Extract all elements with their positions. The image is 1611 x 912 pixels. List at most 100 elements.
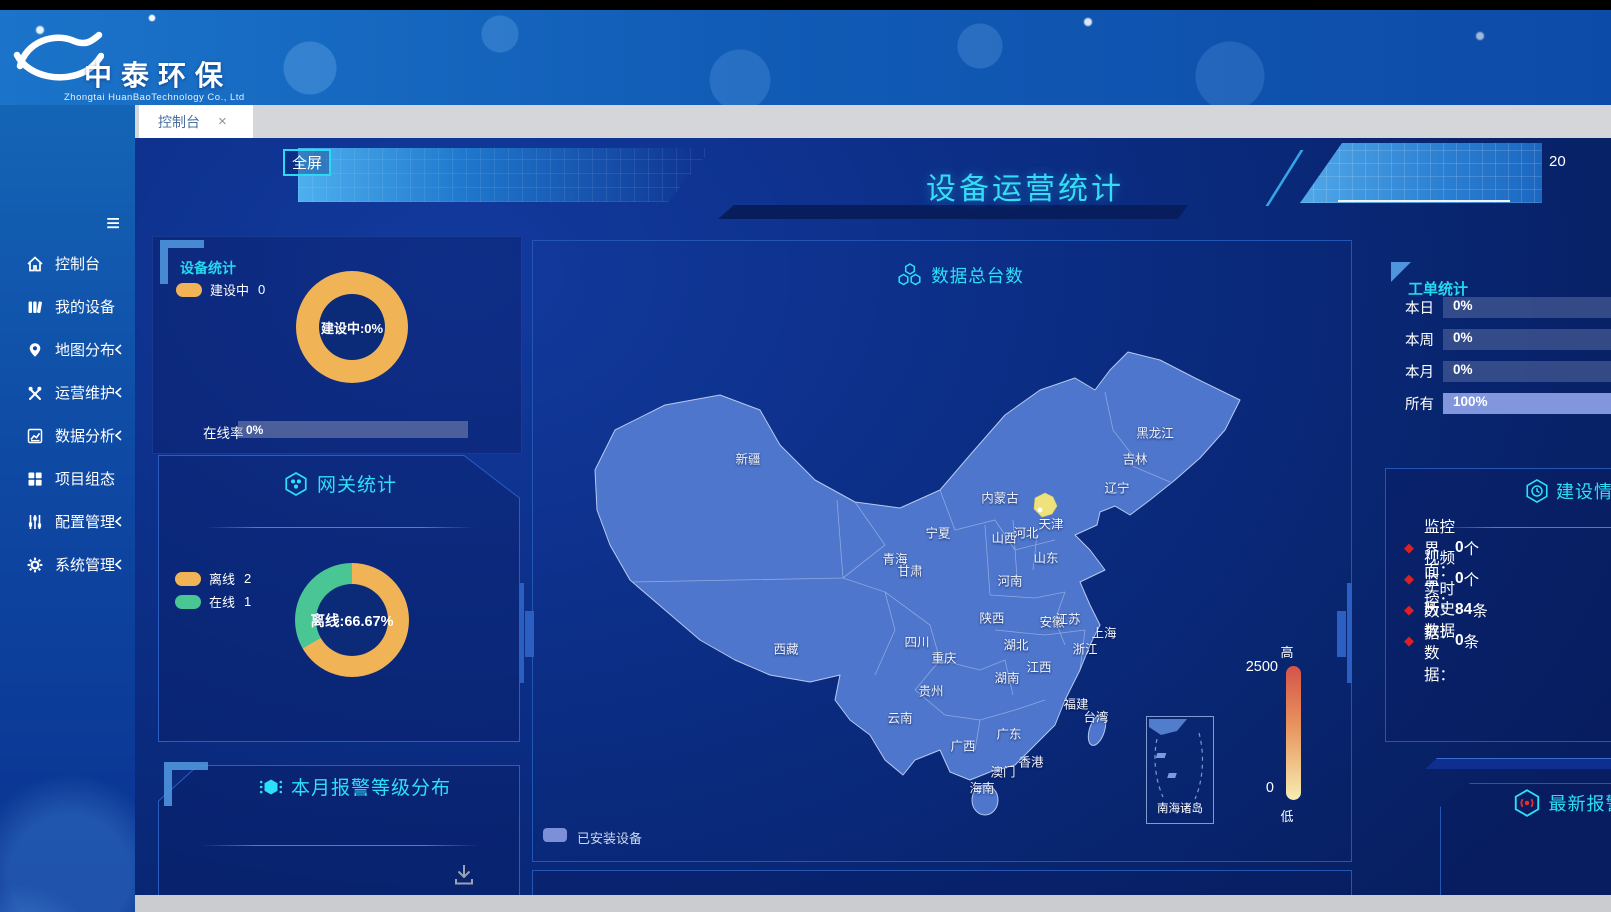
diamond-bullet-icon: ◆: [1404, 633, 1414, 648]
gateway-divider: [205, 527, 475, 528]
scale-min-value: 0: [1265, 780, 1274, 796]
alarm-dist-divider: [200, 845, 480, 846]
province-label: 浙江: [1072, 642, 1098, 657]
gateway-stats-header: 网关统计: [250, 470, 430, 497]
province-label: 澳门: [990, 765, 1016, 780]
device-donut-center-label: 建设中:0%: [320, 320, 384, 336]
province-label: 云南: [887, 711, 913, 726]
corner-bracket-decoration: [164, 762, 208, 806]
legend-item: 在线 1: [175, 593, 251, 610]
gear-icon: [27, 557, 43, 572]
map-panel-header: 数据总台数: [870, 262, 1050, 289]
banner-dark-band: [718, 205, 1188, 219]
province-label: 辽宁: [1104, 481, 1130, 496]
province-label: 山西: [991, 531, 1017, 546]
legend-value: 0: [258, 282, 266, 297]
horizontal-scrollbar[interactable]: [135, 895, 1611, 912]
sidebar-item-operations[interactable]: 运营维护: [0, 371, 135, 414]
province-label: 广东: [996, 727, 1022, 742]
brand-name: 中泰环保: [84, 61, 233, 92]
province-label: 天津: [1038, 517, 1064, 532]
construction-item: ◆ 监控界面： 0 个: [1404, 519, 1479, 580]
workorder-label: 本日: [1405, 301, 1434, 317]
top-black-strip: [0, 0, 1611, 10]
chevron-left-icon: [114, 430, 122, 441]
province-label: 河北: [1013, 526, 1039, 541]
gateway-donut: 离线:66.67%: [295, 563, 409, 677]
sidebar-item-label: 我的设备: [55, 299, 116, 316]
device-icon: [28, 300, 42, 313]
sidebar-item-project-config[interactable]: 项目组态: [0, 457, 135, 500]
fullscreen-button[interactable]: 全屏: [283, 149, 331, 176]
workorder-bar-track: 0%: [1443, 361, 1611, 382]
legend-swatch: [176, 282, 202, 297]
legend-swatch: [175, 594, 201, 609]
legend-item: 建设中 0: [176, 281, 265, 298]
south-sea-inset-map: [1149, 719, 1204, 800]
beijing-marker-dot: [1037, 507, 1043, 513]
province-label: 四川: [904, 635, 930, 650]
sidebar-item-label: 项目组态: [55, 471, 116, 488]
sidebar-item-system-management[interactable]: 系统管理: [0, 543, 135, 586]
province-label: 甘肃: [897, 564, 923, 579]
sidebar-item-data-analysis[interactable]: 数据分析: [0, 414, 135, 457]
workorder-percent: 0%: [1453, 362, 1473, 377]
workorder-percent: 100%: [1453, 394, 1488, 409]
construction-title: 建设情况: [1556, 482, 1611, 502]
sidebar-item-map-distribution[interactable]: 地图分布: [0, 328, 135, 371]
workorder-row: 所有 100%: [1405, 393, 1611, 414]
banner-left-decoration: [298, 148, 712, 202]
province-label: 安徽: [1039, 615, 1065, 630]
alarm-dist-header: 本月报警等级分布: [245, 773, 465, 800]
province-label: 重庆: [931, 651, 957, 666]
china-map: 新疆 西藏 青海 甘肃 内蒙古 宁夏 陕西 山西 河北 天津 山东 河: [585, 330, 1255, 830]
province-label: 湖北: [1003, 638, 1029, 653]
workorder-bar-track: 0%: [1443, 329, 1611, 350]
taiwan-island-shape: [1087, 714, 1107, 746]
province-label: 山东: [1033, 551, 1059, 566]
data-total-hexagons-icon: [898, 263, 921, 286]
scale-low-label: 低: [1280, 809, 1294, 824]
gateway-hexagon-icon: [285, 471, 307, 496]
diamond-bullet-icon: ◆: [1404, 602, 1414, 617]
construction-item-unit: 条: [1463, 634, 1480, 651]
app-header: 中泰环保 Zhongtai HuanBaoTechnology Co., Ltd: [0, 10, 1611, 105]
construction-item-label: 历史数据数据：: [1424, 601, 1456, 684]
construction-item: ◆ 视频监控： 0 个: [1404, 550, 1479, 611]
tab-label: 控制台: [158, 113, 200, 130]
workorders-title: 工单统计: [1408, 281, 1469, 298]
sidebar-menu: 控制台 我的设备 地图分布: [0, 242, 135, 586]
province-label: 宁夏: [925, 526, 951, 541]
diamond-bullet-icon: ◆: [1404, 571, 1414, 586]
chevron-left-icon: [114, 559, 122, 570]
hamburger-menu-icon[interactable]: ≡: [106, 210, 121, 237]
sidebar-item-console[interactable]: 控制台: [0, 242, 135, 285]
diamond-bullet-icon: ◆: [1404, 540, 1414, 555]
scale-high-label: 高: [1280, 645, 1294, 660]
china-mainland-shape: [594, 351, 1241, 781]
brand-subtitle: Zhongtai HuanBaoTechnology Co., Ltd: [64, 92, 245, 103]
province-label: 上海: [1091, 626, 1117, 641]
south-sea-inset: 南海诸岛: [1146, 716, 1214, 824]
download-icon[interactable]: [452, 862, 476, 888]
heat-scale-bar: [1286, 666, 1301, 800]
online-rate-label: 在线率: [203, 426, 244, 441]
workorder-bar-track: 100%: [1443, 393, 1611, 414]
construction-panel: [1385, 468, 1611, 742]
tab-console[interactable]: 控制台 ×: [139, 105, 253, 138]
datetime-text: 20: [1549, 153, 1566, 170]
workorder-label: 所有: [1405, 397, 1434, 413]
sidebar-item-settings-config[interactable]: 配置管理: [0, 500, 135, 543]
tab-close-icon[interactable]: ×: [218, 113, 227, 130]
banner-right-decoration: [1300, 143, 1542, 203]
sidebar-item-my-devices[interactable]: 我的设备: [0, 285, 135, 328]
latest-alarm-header: 最新报警: [1478, 788, 1611, 818]
sidebar: ≡ 控制台 我的设备: [0, 105, 135, 912]
map-pin-icon: [29, 342, 41, 357]
latest-alarm-deco-strip: [1425, 758, 1611, 769]
legend-item: 离线 2: [175, 570, 251, 587]
gateway-donut-center-label: 离线:66.67%: [310, 613, 394, 630]
chevron-left-icon: [114, 387, 122, 398]
construction-hexagon-clock-icon: [1526, 479, 1548, 503]
sidebar-item-label: 控制台: [55, 256, 101, 273]
